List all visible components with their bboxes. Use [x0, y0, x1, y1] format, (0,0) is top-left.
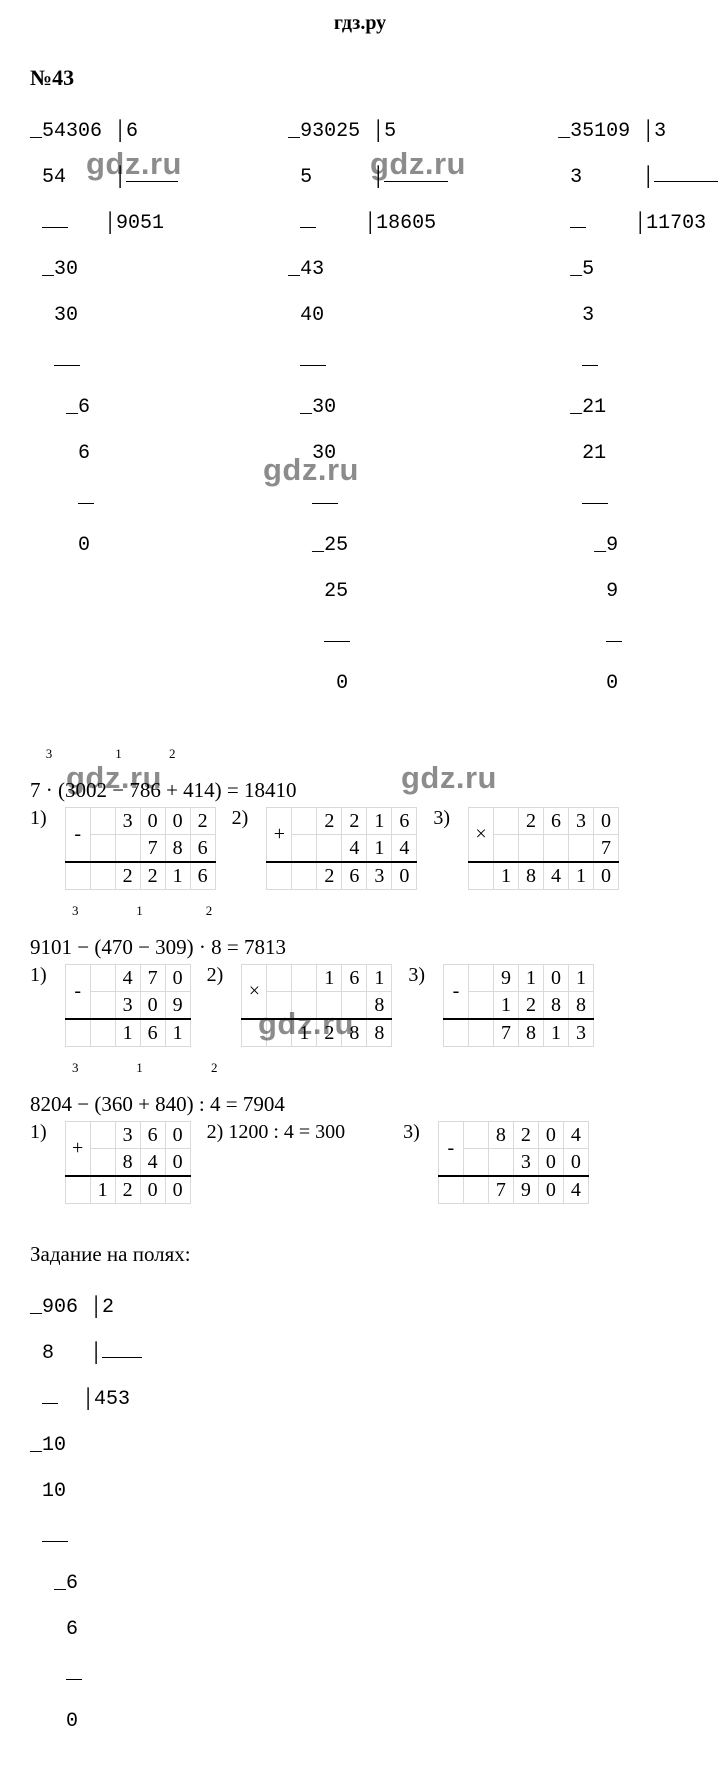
step-label: 2)	[232, 807, 251, 830]
column-calc: -30027862216	[65, 807, 216, 890]
expression-2: 3 1 2 9101 − (470 − 309) · 8 = 7813	[30, 910, 720, 960]
step-label: 3)	[408, 964, 427, 987]
expression-block-2: 3 1 2 9101 − (470 − 309) · 8 = 7813 1) -…	[0, 898, 720, 1047]
long-division-3: _35109 │3 3 │ │11703 _5 3 _21 21 _9 9 0	[558, 97, 718, 741]
column-calc: -910112887813	[443, 964, 594, 1047]
long-division-2: _93025 │5 5 │ │18605 _43 40 _30 30 _25 2…	[288, 97, 448, 741]
problem-number: №43	[0, 45, 720, 91]
step-label: 2) 1200 : 4 = 300	[207, 1121, 348, 1144]
long-division-4: _906 │2 8 │ │453 _10 10 _6 6 0	[30, 1273, 720, 1779]
footer-task-label: Задание на полях:	[0, 1212, 720, 1267]
column-calc: +22164142630	[266, 807, 417, 890]
step-label: 1)	[30, 964, 49, 987]
step-label: 2)	[207, 964, 226, 987]
expression-1: 3 1 2 7 · (3002 − 786 + 414) = 18410	[30, 753, 720, 803]
expression-block-3: 3 1 2 8204 − (360 + 840) : 4 = 7904 1) +…	[0, 1055, 720, 1204]
column-calc: -470309161	[65, 964, 191, 1047]
step-label: 1)	[30, 807, 49, 830]
expression-3: 3 1 2 8204 − (360 + 840) : 4 = 7904	[30, 1067, 720, 1117]
column-calc: ×2630718410	[468, 807, 619, 890]
column-calc: -82043007904	[438, 1121, 589, 1204]
step-label: 3)	[433, 807, 452, 830]
expression-block-1: 3 1 2 7 · (3002 − 786 + 414) = 18410 1) …	[0, 741, 720, 890]
step-label: 1)	[30, 1121, 49, 1144]
step-label: 3)	[403, 1121, 422, 1144]
long-division-1: _54306 │6 54 │ │9051 _30 30 _6 6 0	[30, 97, 178, 741]
page-header: гдз.ру	[0, 0, 720, 45]
long-division-row: _54306 │6 54 │ │9051 _30 30 _6 6 0 _9302…	[0, 91, 720, 741]
column-calc: ×16181288	[241, 964, 392, 1047]
column-calc: +3608401200	[65, 1121, 191, 1204]
